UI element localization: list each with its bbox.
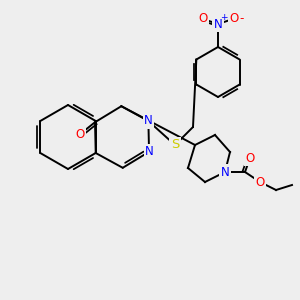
Text: N: N <box>220 166 230 178</box>
Text: O: O <box>198 13 208 26</box>
Text: O: O <box>255 176 265 188</box>
Text: +: + <box>220 13 228 22</box>
Text: N: N <box>214 17 222 31</box>
Text: N: N <box>144 115 153 128</box>
Text: S: S <box>171 139 179 152</box>
Text: O: O <box>75 128 85 141</box>
Text: -: - <box>240 13 244 26</box>
Text: O: O <box>230 13 238 26</box>
Text: N: N <box>145 145 153 158</box>
Text: O: O <box>245 152 255 164</box>
